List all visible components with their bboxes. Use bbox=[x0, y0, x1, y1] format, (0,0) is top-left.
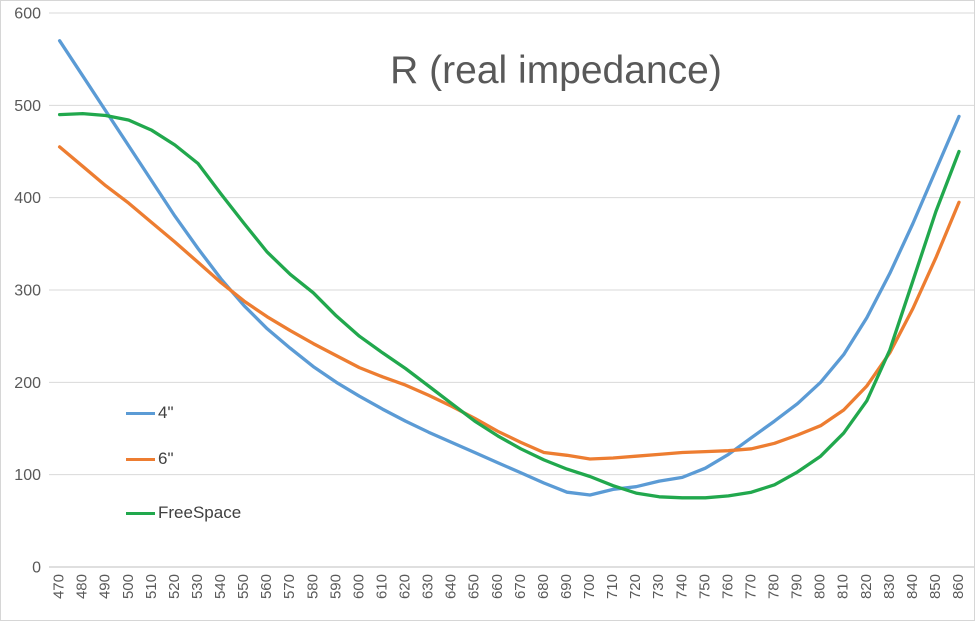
y-axis-tick-label: 0 bbox=[32, 560, 41, 577]
x-axis-tick-label: 620 bbox=[397, 574, 414, 599]
legend-swatch-freespace-line-icon bbox=[126, 511, 155, 515]
legend-label-freespace: FreeSpace bbox=[158, 503, 242, 522]
x-axis-tick-label: 700 bbox=[581, 574, 598, 599]
x-axis-tick-label: 650 bbox=[466, 574, 483, 599]
x-axis-tick-label: 470 bbox=[51, 574, 68, 599]
x-axis-tick-label: 730 bbox=[650, 574, 667, 599]
legend-label-6in: 6" bbox=[158, 449, 174, 468]
x-axis-tick-label: 790 bbox=[789, 574, 806, 599]
x-axis-tick-label: 610 bbox=[373, 574, 390, 599]
x-axis-tick-label: 510 bbox=[143, 574, 160, 599]
series-line-4 bbox=[57, 39, 961, 497]
y-axis-tick-label: 500 bbox=[14, 98, 41, 115]
x-axis-tick-label: 680 bbox=[535, 574, 552, 599]
y-axis-tick-label: 100 bbox=[14, 467, 41, 484]
x-axis-tick-label: 520 bbox=[166, 574, 183, 599]
x-axis-tick-label: 590 bbox=[327, 574, 344, 599]
x-axis-tick-label: 630 bbox=[420, 574, 437, 599]
x-axis-tick-label: 570 bbox=[281, 574, 298, 599]
x-axis-tick-label: 600 bbox=[350, 574, 367, 599]
x-axis-tick-label: 740 bbox=[673, 574, 690, 599]
x-axis-tick-label: 850 bbox=[927, 574, 944, 599]
x-axis-tick-label: 530 bbox=[189, 574, 206, 599]
x-axis-tick-label: 710 bbox=[604, 574, 621, 599]
x-axis-tick-label: 800 bbox=[812, 574, 829, 599]
x-axis-tick-label: 760 bbox=[719, 574, 736, 599]
x-axis-tick-label: 770 bbox=[742, 574, 759, 599]
x-axis-tick-label: 490 bbox=[97, 574, 114, 599]
x-axis-tick-label: 830 bbox=[881, 574, 898, 599]
x-axis-tick-label: 780 bbox=[766, 574, 783, 599]
x-axis-tick-label: 670 bbox=[512, 574, 529, 599]
y-axis-tick-label: 400 bbox=[14, 190, 41, 207]
x-axis-tick-label: 480 bbox=[74, 574, 91, 599]
x-axis-tick-label: 690 bbox=[558, 574, 575, 599]
legend-swatch-6in-line-icon bbox=[126, 457, 155, 461]
x-axis-tick-label: 720 bbox=[627, 574, 644, 599]
legend-swatch-4in-line-icon bbox=[126, 411, 155, 415]
x-axis-tick-label: 540 bbox=[212, 574, 229, 599]
x-axis-tick-label: 550 bbox=[235, 574, 252, 599]
x-axis-tick-label: 560 bbox=[258, 574, 275, 599]
legend-label-4in: 4" bbox=[158, 403, 174, 422]
chart-title: R (real impedance) bbox=[390, 49, 722, 92]
x-axis-tick-label: 500 bbox=[120, 574, 137, 599]
y-axis-tick-label: 600 bbox=[14, 6, 41, 23]
legend-item-6in: 6" bbox=[126, 448, 174, 470]
y-axis-tick-label: 300 bbox=[14, 283, 41, 300]
x-axis-tick-label: 660 bbox=[489, 574, 506, 599]
y-axis-tick-label: 200 bbox=[14, 375, 41, 392]
x-axis-tick-label: 640 bbox=[443, 574, 460, 599]
x-axis-tick-label: 750 bbox=[696, 574, 713, 599]
legend-item-freespace: FreeSpace bbox=[126, 502, 241, 524]
series-line-FreeSpace bbox=[57, 111, 961, 500]
x-axis-tick-label: 810 bbox=[835, 574, 852, 599]
x-axis-tick-label: 860 bbox=[950, 574, 967, 599]
series-line-6 bbox=[57, 145, 961, 461]
legend-item-4in: 4" bbox=[126, 402, 174, 424]
x-axis-tick-label: 820 bbox=[858, 574, 875, 599]
x-axis-tick-label: 840 bbox=[904, 574, 921, 599]
x-axis-tick-label: 580 bbox=[304, 574, 321, 599]
